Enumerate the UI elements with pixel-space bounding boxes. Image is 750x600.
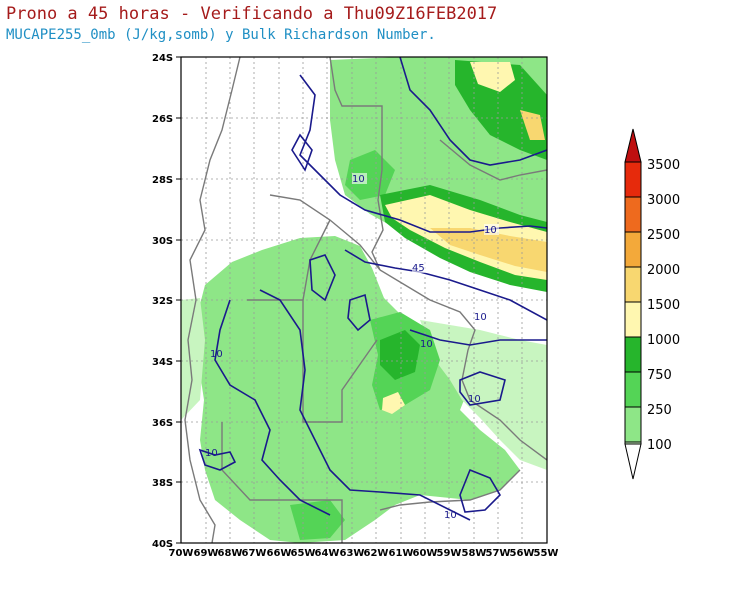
contour-label: 10: [444, 510, 457, 521]
colorbar-bottom-cap: [624, 443, 642, 480]
lon-label: 70W: [169, 548, 194, 559]
cape-core-4: [380, 330, 420, 380]
contour-label: 10: [210, 349, 223, 360]
colorbar-label: 2000: [647, 263, 680, 278]
river-uruguay-border: [379, 269, 547, 461]
lon-label: 69W: [194, 548, 219, 559]
province-border-1: [247, 299, 378, 423]
lat-label: 32S: [152, 296, 173, 307]
lon-label: 60W: [413, 548, 438, 559]
cape-south-1500: [382, 392, 405, 414]
contour-label: 10: [474, 312, 487, 323]
lon-label: 67W: [242, 548, 267, 559]
map-grid: [181, 57, 547, 543]
contour-line-2: [344, 249, 547, 321]
province-border-4: [302, 219, 331, 301]
colorbar-label: 3500: [647, 158, 680, 173]
colorbar-label: 100: [647, 438, 672, 453]
colorbar: [624, 128, 642, 480]
cape-south-green: [290, 500, 345, 540]
lon-label: 65W: [291, 548, 316, 559]
colorbar-segment-750-1000: [624, 336, 642, 373]
contour-label: 10: [205, 448, 218, 459]
colorbar-segment-1000-1500: [624, 301, 642, 338]
lon-label: 55W: [534, 548, 559, 559]
colorbar-label: 750: [647, 368, 672, 383]
contour-label: 10: [468, 394, 481, 405]
lon-label: 63W: [340, 548, 365, 559]
contour-line-11: [291, 133, 313, 172]
colorbar-label: 250: [647, 403, 672, 418]
contour-line-8: [198, 448, 237, 471]
colorbar-segment-100-250: [624, 406, 642, 443]
lat-label: 36S: [152, 418, 173, 429]
lon-label: 68W: [218, 548, 243, 559]
contour-line-10: [347, 293, 371, 332]
lon-label: 66W: [267, 548, 292, 559]
contour-line-7: [459, 371, 506, 406]
lat-label: 34S: [152, 357, 173, 368]
coastline-south: [379, 469, 521, 511]
lat-label: 38S: [152, 478, 173, 489]
contour-line-6: [409, 329, 547, 346]
cape-area-west: [196, 236, 520, 543]
latitude-labels: 24S 26S 28S 30S 32S 34S 36S 38S 40S: [152, 53, 173, 550]
lat-label: 28S: [152, 175, 173, 186]
contour-label: 10: [484, 225, 497, 236]
cape-core-3: [455, 60, 547, 160]
map-plot-area: 10 10 45 10 10 10 10 10 10: [181, 57, 547, 543]
colorbar-labels: 100 250 750 1000 1500 2000 2500 3000 350…: [647, 158, 680, 453]
country-border-chile-argentina: [184, 57, 241, 543]
lon-label: 62W: [364, 548, 389, 559]
cape-band-2000: [430, 228, 547, 272]
province-border-2: [221, 422, 343, 543]
colorbar-segment-3000-3500: [624, 161, 642, 198]
contour-line-5: [259, 289, 471, 521]
chart-title: Prono a 45 horas - Verificando a Thu09Z1…: [6, 4, 498, 24]
colorbar-label: 1500: [647, 298, 680, 313]
cape-east-2000: [520, 110, 545, 140]
colorbar-segment-250-750: [624, 371, 642, 408]
brazil-border: [439, 139, 547, 181]
lat-label: 30S: [152, 236, 173, 247]
contour-line-12: [459, 468, 502, 513]
colorbar-top-cap: [624, 128, 642, 163]
political-boundaries: [184, 57, 547, 543]
lon-label: 58W: [462, 548, 487, 559]
lon-label: 57W: [486, 548, 511, 559]
lon-label: 64W: [315, 548, 340, 559]
longitude-labels: 70W 69W 68W 67W 66W 65W 64W 63W 62W 61W …: [169, 548, 559, 559]
contour-labels: 10 10 45 10 10 10 10 10 10: [205, 173, 499, 521]
contour-label: 45: [412, 263, 425, 274]
cape-north-1500: [470, 62, 515, 92]
colorbar-label: 2500: [647, 228, 680, 243]
country-border-north: [329, 57, 384, 271]
contour-line-4: [214, 299, 331, 516]
lat-label: 26S: [152, 114, 173, 125]
lon-label: 61W: [389, 548, 414, 559]
contour-line-1: [299, 74, 547, 233]
colorbar-label: 1000: [647, 333, 680, 348]
lon-label: 56W: [510, 548, 535, 559]
cape-area-light-west: [181, 298, 205, 420]
richardson-contours: [198, 57, 547, 521]
lat-label: 24S: [152, 53, 173, 64]
contour-line-3: [399, 57, 547, 166]
contour-line-9: [309, 254, 336, 302]
colorbar-segment-1500-2000: [624, 266, 642, 303]
axis-ticks: [176, 56, 181, 544]
contour-label: 10: [352, 174, 365, 185]
colorbar-segment-2000-2500: [624, 231, 642, 268]
cape-area-coast: [420, 320, 547, 470]
colorbar-segment-2500-3000: [624, 196, 642, 233]
chart-subtitle: MUCAPE255_0mb (J/kg,somb) y Bulk Richard…: [6, 27, 436, 43]
colorbar-label: 3000: [647, 193, 680, 208]
lon-label: 59W: [437, 548, 462, 559]
lat-label: 40S: [152, 539, 173, 550]
contour-label: 10: [420, 339, 433, 350]
